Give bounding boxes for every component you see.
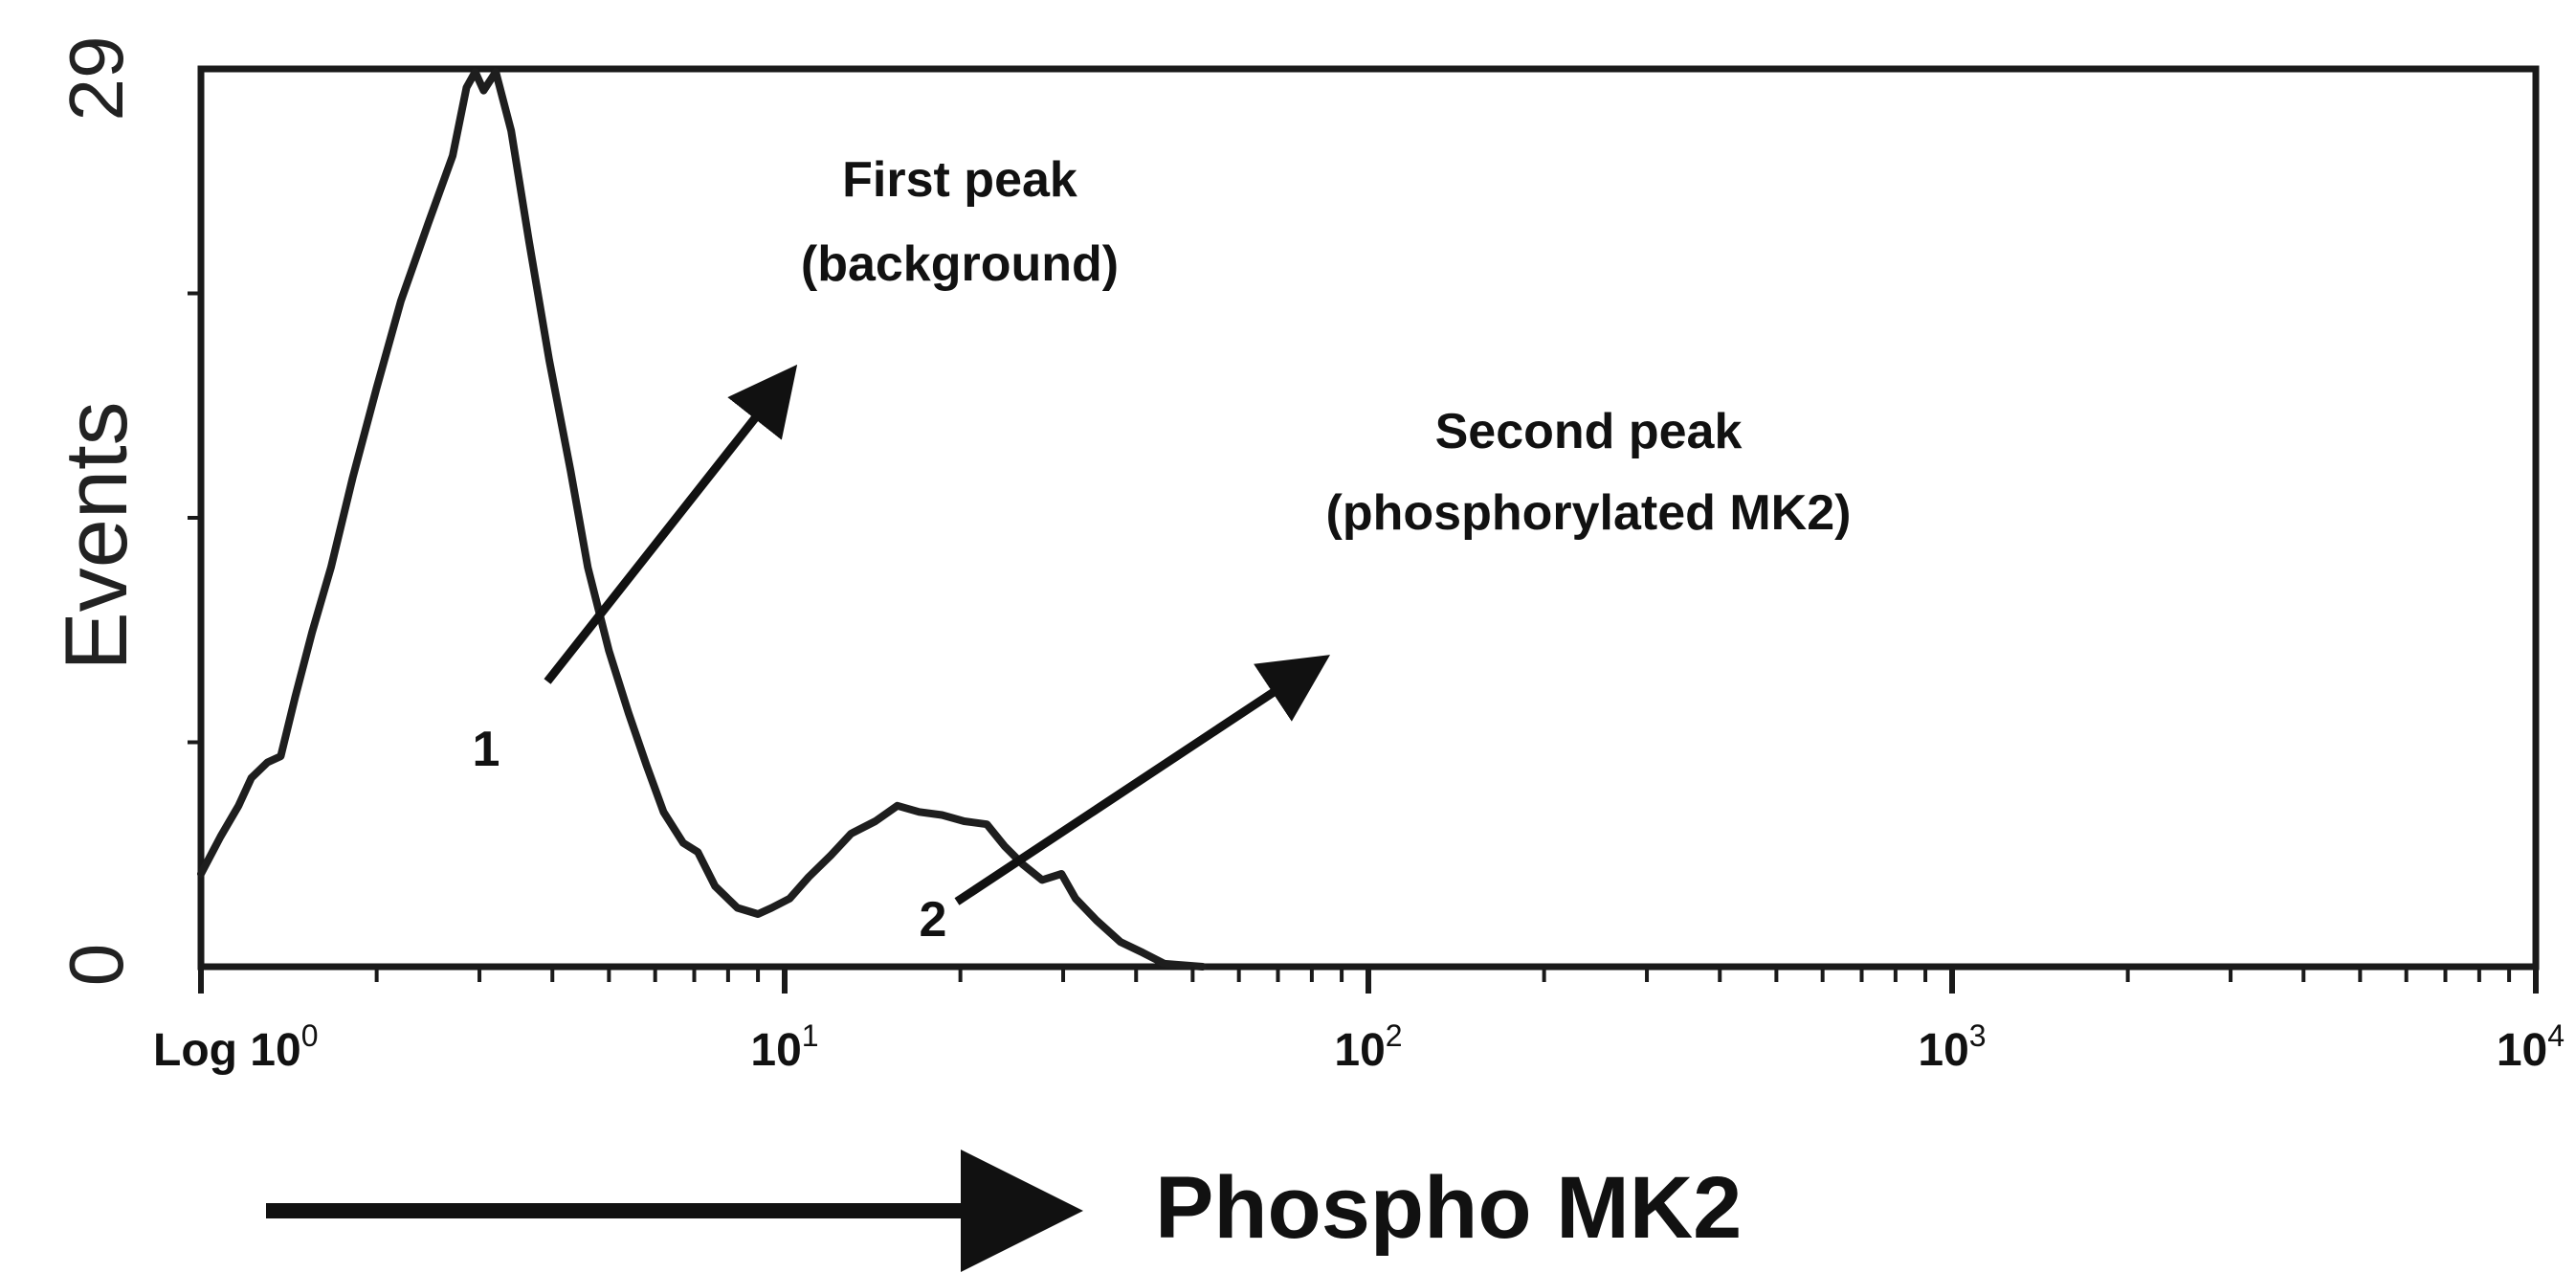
annotation-marker-2: 2 [920,892,947,948]
x-tick-label: 102 [1334,1018,1402,1076]
x-tick-label: 101 [750,1018,818,1076]
annotation-marker-1: 1 [473,722,500,777]
x-tick-label: 104 [2497,1018,2565,1076]
y-axis-title: Events [48,401,145,670]
y-tick-label-max: 29 [54,36,139,122]
annotation-label-second-peak-line2: (phosphorylated MK2) [1326,485,1852,541]
x-tick-label: 103 [1918,1018,1986,1076]
annotation-label-second-peak-line1: Second peak [1435,404,1743,459]
x-axis-title: Phospho MK2 [1155,1159,1742,1257]
x-tick-label: Log 100 [153,1018,318,1076]
annotation-label-first-peak-line2: (background) [801,236,1119,292]
annotation-arrow-second-peak [954,655,1331,905]
axis-ticks: Log 100 101 102 103 104 [153,291,2565,1076]
histogram-series-line [197,68,1207,971]
annotation-arrow-first-peak [544,364,798,684]
annotation-label-first-peak-line1: First peak [842,152,1077,208]
y-tick-label-min: 0 [54,944,139,987]
